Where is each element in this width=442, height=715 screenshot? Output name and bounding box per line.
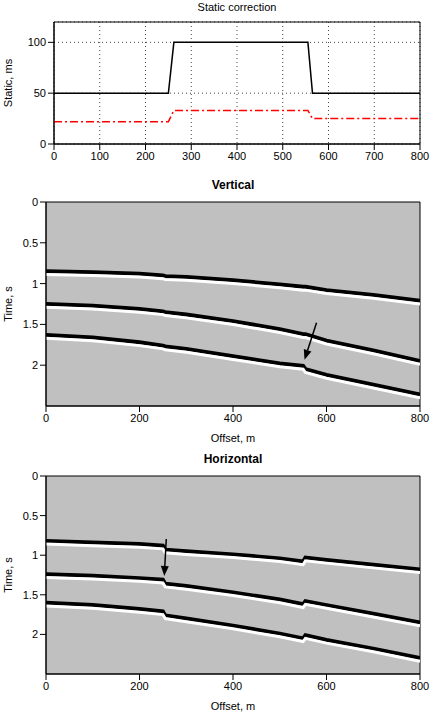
html-text:Vertical: Vertical — [211, 178, 255, 192]
svg-text:600: 600 — [317, 680, 335, 692]
svg-text:1: 1 — [32, 278, 38, 290]
svg-text:200: 200 — [136, 150, 154, 162]
svg-text:400: 400 — [224, 680, 242, 692]
svg-text:800: 800 — [411, 150, 429, 162]
svg-text:100: 100 — [28, 36, 46, 48]
svg-text:100: 100 — [91, 150, 109, 162]
svg-text:50: 50 — [34, 87, 46, 99]
svg-text:400: 400 — [224, 412, 242, 424]
svg-text:200: 200 — [130, 680, 148, 692]
svg-text:2: 2 — [32, 628, 38, 640]
html-text:Static correction: Static correction — [197, 1, 277, 13]
svg-text:1.5: 1.5 — [23, 589, 38, 601]
svg-text:1: 1 — [32, 549, 38, 561]
svg-text:0: 0 — [51, 150, 57, 162]
svg-text:500: 500 — [274, 150, 292, 162]
svg-text:Offset, m: Offset, m — [211, 700, 255, 712]
svg-text:Time, s: Time, s — [2, 557, 14, 593]
svg-text:0.5: 0.5 — [23, 237, 38, 249]
svg-text:400: 400 — [228, 150, 246, 162]
svg-text:200: 200 — [130, 412, 148, 424]
svg-text:Time, s: Time, s — [2, 286, 14, 322]
svg-text:0: 0 — [32, 470, 38, 482]
svg-text:2: 2 — [32, 359, 38, 371]
svg-text:0.5: 0.5 — [23, 510, 38, 522]
svg-text:0: 0 — [40, 138, 46, 150]
svg-text:600: 600 — [317, 412, 335, 424]
svg-text:0: 0 — [43, 412, 49, 424]
svg-text:Static, ms: Static, ms — [2, 58, 14, 107]
svg-text:800: 800 — [411, 412, 429, 424]
svg-text:1.5: 1.5 — [23, 318, 38, 330]
svg-text:800: 800 — [411, 680, 429, 692]
svg-text:600: 600 — [319, 150, 337, 162]
svg-text:700: 700 — [365, 150, 383, 162]
html-text:Horizontal: Horizontal — [203, 452, 263, 466]
svg-text:300: 300 — [182, 150, 200, 162]
svg-text:0: 0 — [43, 680, 49, 692]
svg-text:Offset, m: Offset, m — [211, 432, 255, 444]
svg-text:0: 0 — [32, 196, 38, 208]
